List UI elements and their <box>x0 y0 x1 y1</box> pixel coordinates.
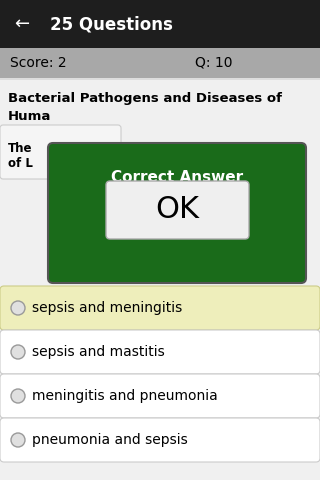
FancyBboxPatch shape <box>0 286 320 330</box>
FancyBboxPatch shape <box>0 330 320 374</box>
Circle shape <box>11 301 25 315</box>
Text: Bacterial Pathogens and Diseases of: Bacterial Pathogens and Diseases of <box>8 92 282 105</box>
Circle shape <box>11 433 25 447</box>
Text: meningitis and pneumonia: meningitis and pneumonia <box>32 389 218 403</box>
FancyBboxPatch shape <box>0 418 320 462</box>
Text: Score: 2: Score: 2 <box>10 56 67 70</box>
Text: Q: 10: Q: 10 <box>195 56 233 70</box>
Text: The: The <box>8 142 33 155</box>
Text: Huma: Huma <box>8 110 52 123</box>
FancyBboxPatch shape <box>48 143 306 283</box>
FancyBboxPatch shape <box>0 78 320 80</box>
Circle shape <box>11 389 25 403</box>
Text: sepsis and meningitis: sepsis and meningitis <box>32 301 182 315</box>
Text: pneumonia and sepsis: pneumonia and sepsis <box>32 433 188 447</box>
FancyBboxPatch shape <box>0 0 320 48</box>
Text: OK: OK <box>156 195 199 225</box>
FancyBboxPatch shape <box>0 125 121 179</box>
Text: of L: of L <box>8 157 33 170</box>
FancyBboxPatch shape <box>106 181 249 239</box>
Text: 25 Questions: 25 Questions <box>50 15 173 33</box>
FancyBboxPatch shape <box>0 48 320 78</box>
FancyBboxPatch shape <box>0 374 320 418</box>
Text: ←: ← <box>14 15 29 33</box>
Circle shape <box>11 345 25 359</box>
Text: Correct Answer: Correct Answer <box>111 170 243 185</box>
Text: sepsis and mastitis: sepsis and mastitis <box>32 345 165 359</box>
